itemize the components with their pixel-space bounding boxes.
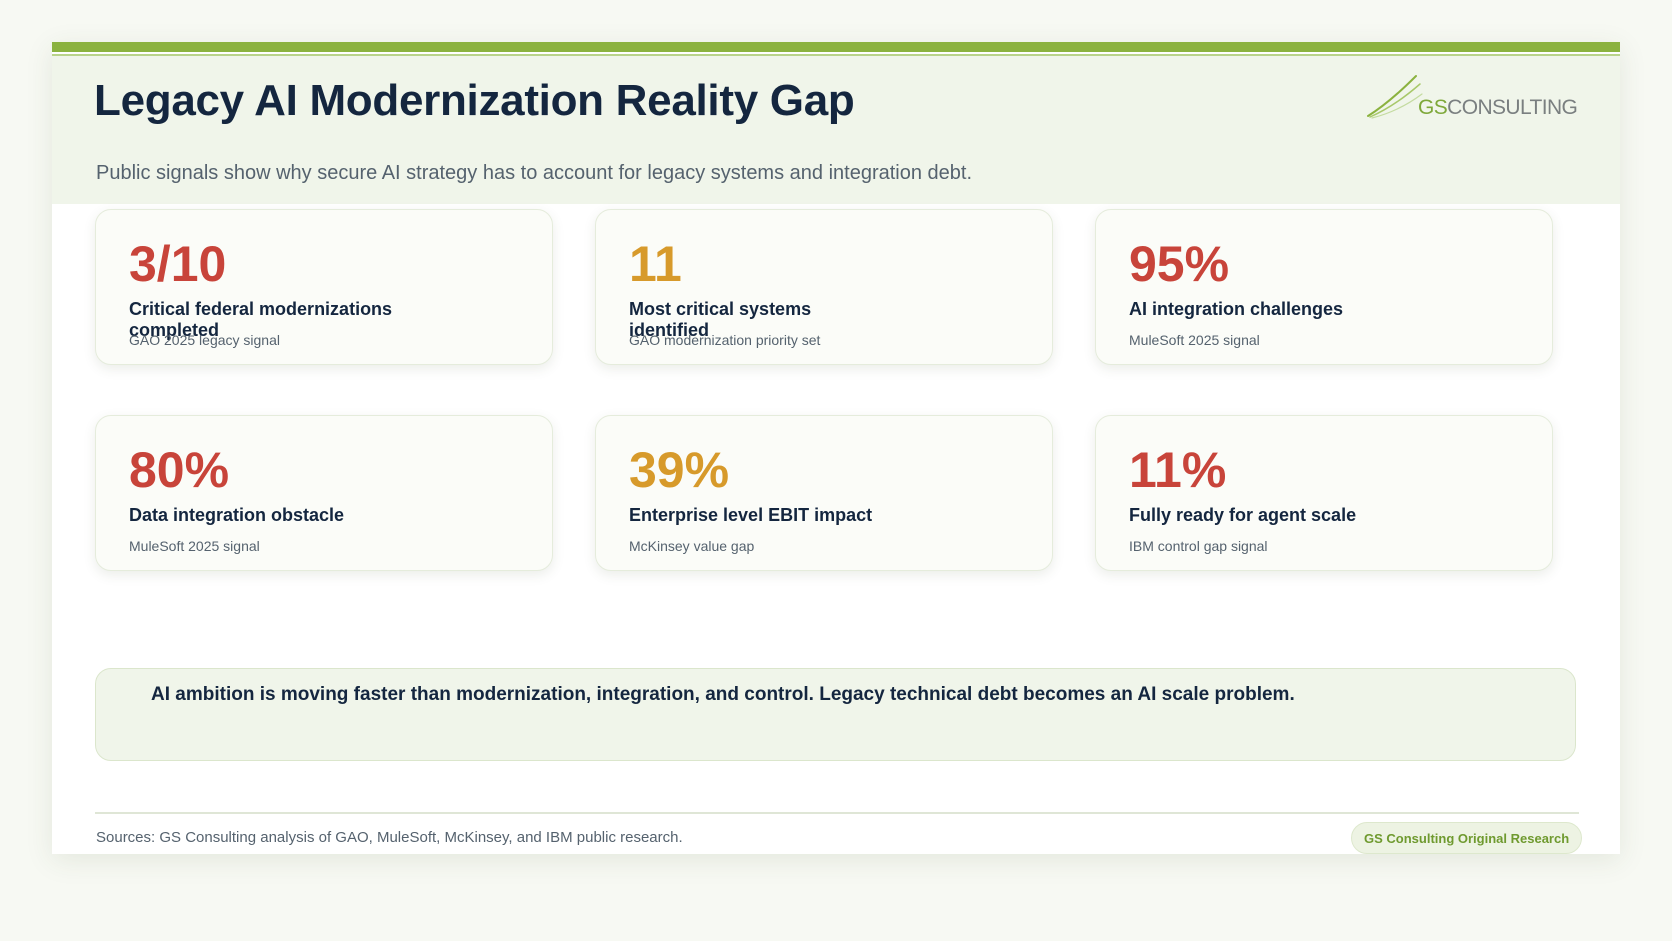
- stat-value: 95%: [1129, 236, 1230, 292]
- callout-text: AI ambition is moving faster than modern…: [151, 684, 1295, 705]
- page-subtitle: Public signals show why secure AI strate…: [96, 162, 973, 184]
- stat-card: 39% Enterprise level EBIT impact McKinse…: [595, 415, 1053, 571]
- original-research-badge: GS Consulting Original Research: [1351, 822, 1583, 854]
- stat-source: IBM control gap signal: [1129, 538, 1268, 554]
- top-accent-line: [52, 54, 1620, 56]
- logo-gs-text: GS: [1418, 96, 1448, 119]
- stat-source: GAO modernization priority set: [629, 332, 821, 348]
- stat-label: Critical federal modernizations complete…: [129, 299, 393, 340]
- stat-label: Most critical systems identified: [629, 299, 812, 340]
- stat-value: 3/10: [129, 236, 227, 292]
- stat-card: 95% AI integration challenges MuleSoft 2…: [1095, 209, 1553, 365]
- sources-note: Sources: GS Consulting analysis of GAO, …: [96, 829, 683, 846]
- stat-label: Data integration obstacle: [129, 505, 345, 525]
- page-title: Legacy AI Modernization Reality Gap: [94, 76, 855, 125]
- stat-label: AI integration challenges: [1129, 299, 1344, 319]
- stat-value: 39%: [629, 442, 730, 498]
- slide: Legacy AI Modernization Reality Gap Publ…: [52, 42, 1620, 854]
- stat-card: 11 Most critical systems identified GAO …: [595, 209, 1053, 365]
- stat-source: GAO 2025 legacy signal: [129, 332, 280, 348]
- stat-source: MuleSoft 2025 signal: [129, 538, 260, 554]
- stat-value: 80%: [129, 442, 230, 498]
- stat-card: 11% Fully ready for agent scale IBM cont…: [1095, 415, 1553, 571]
- logo-consulting-text: CONSULTING: [1447, 96, 1578, 119]
- top-accent-bar: [52, 42, 1620, 52]
- stat-source: McKinsey value gap: [629, 538, 755, 554]
- stat-card: 80% Data integration obstacle MuleSoft 2…: [95, 415, 553, 571]
- stat-value: 11%: [1129, 442, 1227, 498]
- stat-value: 11: [629, 236, 682, 292]
- stat-label: Fully ready for agent scale: [1129, 505, 1357, 525]
- stat-card: 3/10 Critical federal modernizations com…: [95, 209, 553, 365]
- stat-label: Enterprise level EBIT impact: [629, 505, 873, 525]
- gs-consulting-logo: GSCONSULTING: [1366, 74, 1578, 120]
- swoosh-icon: [1367, 75, 1423, 119]
- stat-source: MuleSoft 2025 signal: [1129, 332, 1260, 348]
- header: Legacy AI Modernization Reality Gap Publ…: [52, 56, 1620, 204]
- key-takeaway-callout: AI ambition is moving faster than modern…: [95, 668, 1576, 761]
- footer-divider: [95, 812, 1579, 814]
- logo-wordmark: GSCONSULTING: [1418, 96, 1578, 120]
